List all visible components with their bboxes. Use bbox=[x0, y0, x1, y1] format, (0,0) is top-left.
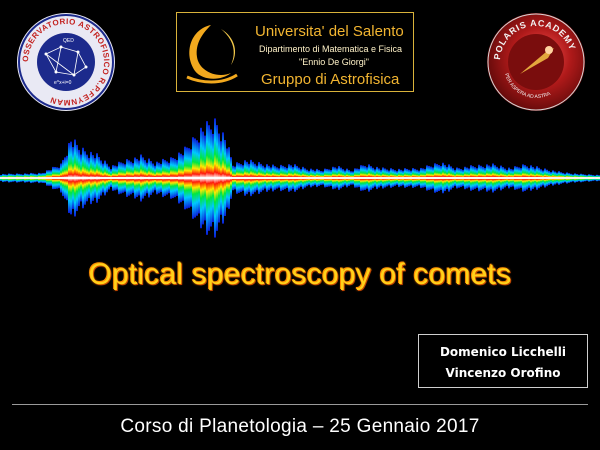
author-name: Vincenzo Orofino bbox=[445, 366, 561, 380]
comet-spectrum-image bbox=[0, 118, 600, 238]
footer-course-date: Corso di Planetologia – 25 Gennaio 2017 bbox=[120, 416, 480, 437]
logo-left-equation: e^x+i=0 bbox=[54, 80, 72, 86]
banner-university: Universita' del Salento bbox=[255, 23, 404, 40]
author-name: Domenico Licchelli bbox=[439, 345, 567, 359]
authors-box: Domenico Licchelli Vincenzo Orofino bbox=[418, 334, 588, 388]
university-swoosh-logo bbox=[186, 25, 238, 84]
logo-left-qed: QED bbox=[63, 38, 74, 44]
divider bbox=[12, 404, 588, 405]
banner-group: Gruppo di Astrofisica bbox=[261, 71, 400, 88]
university-banner: Universita' del Salento Dipartimento di … bbox=[176, 12, 414, 92]
feynman-observatory-logo: OSSERVATORIO ASTROFISICO R.P.FEYNMAN QED… bbox=[17, 13, 115, 111]
polaris-academy-logo: POLARIS ACADEMY PER ASPERA AD ASTRA bbox=[487, 13, 585, 111]
banner-department: Dipartimento di Matematica e Fisica bbox=[259, 44, 403, 54]
banner-institute: "Ennio De Giorgi" bbox=[299, 57, 369, 67]
slide-title: Optical spectroscopy of comets bbox=[88, 258, 512, 291]
